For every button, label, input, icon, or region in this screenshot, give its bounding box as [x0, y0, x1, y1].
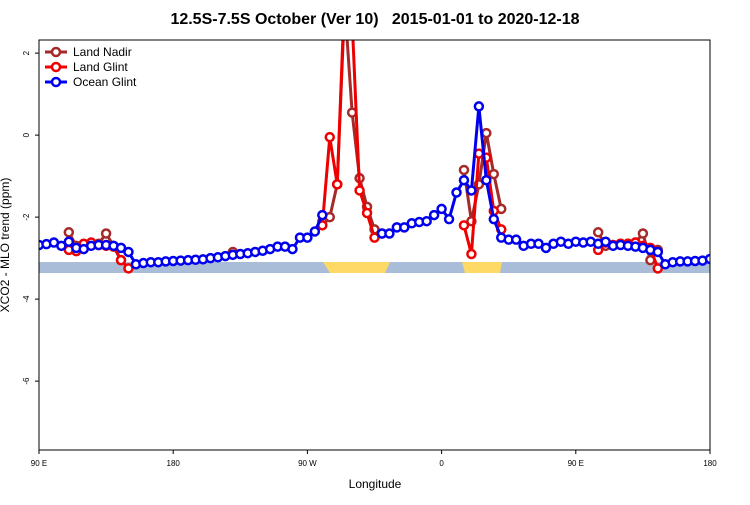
point [481, 127, 492, 139]
land-patch [462, 262, 502, 273]
point [331, 179, 343, 190]
point [399, 222, 410, 233]
point [123, 263, 134, 274]
point [458, 220, 470, 231]
point [115, 254, 127, 266]
point [652, 246, 664, 258]
y-tick-label: 0 [22, 132, 31, 137]
x-tick-label: 90 W [298, 459, 317, 468]
y-tick-label: 2 [22, 50, 31, 55]
point [466, 185, 477, 196]
legend-marker [50, 46, 62, 58]
point [458, 174, 470, 186]
point [428, 209, 440, 221]
point [473, 101, 485, 112]
point [466, 248, 477, 260]
point [100, 228, 112, 239]
legend-marker [50, 61, 62, 73]
point [510, 234, 522, 245]
legend-label: Land Glint [73, 60, 128, 74]
point [637, 228, 649, 239]
y-tick-label: -4 [22, 295, 31, 303]
point [361, 207, 373, 219]
point [115, 242, 127, 254]
point [704, 253, 710, 265]
point [540, 242, 552, 254]
point [317, 209, 328, 221]
land-ocean-strip [39, 262, 710, 273]
y-tick-label: -6 [22, 377, 31, 385]
y-tick-label: -2 [22, 213, 31, 221]
point [287, 243, 298, 255]
land-patch [323, 262, 390, 273]
point [436, 203, 447, 215]
x-tick-label: 180 [167, 459, 181, 468]
point [302, 232, 313, 243]
point [384, 228, 395, 239]
point [488, 213, 500, 225]
point [600, 236, 611, 247]
series-line [67, 40, 660, 264]
legend-label: Land Nadir [73, 45, 132, 59]
point [443, 213, 455, 225]
x-axis-label: Longitude [349, 477, 402, 491]
point [592, 227, 604, 238]
chart-title: 12.5S-7.5S October (Ver 10) 2015-01-01 t… [170, 11, 579, 28]
point [56, 240, 67, 252]
point [652, 263, 664, 274]
legend-label: Ocean Glint [73, 75, 137, 89]
x-tick-label: 180 [703, 459, 717, 468]
point [324, 131, 336, 143]
y-axis-label: XCO2 - MLO trend (ppm) [0, 178, 12, 313]
point [123, 246, 134, 258]
point [63, 236, 75, 247]
point [481, 174, 492, 186]
axes: 90 E 180 90 W 0 90 E 180 -6 -4 -2 0 2 [22, 50, 717, 468]
legend-marker [50, 76, 62, 88]
plot-area [39, 0, 710, 274]
point [488, 168, 500, 180]
x-tick-label: 0 [439, 459, 444, 468]
point [533, 238, 544, 250]
point [451, 187, 462, 198]
point [458, 164, 470, 176]
point [309, 226, 321, 237]
x-tick-label: 90 E [568, 459, 584, 468]
x-tick-label: 90 E [31, 459, 47, 468]
point [63, 227, 75, 238]
plot-frame [38, 39, 711, 451]
point [369, 232, 380, 243]
point [354, 185, 365, 196]
point [341, 0, 349, 8]
point [421, 215, 432, 227]
